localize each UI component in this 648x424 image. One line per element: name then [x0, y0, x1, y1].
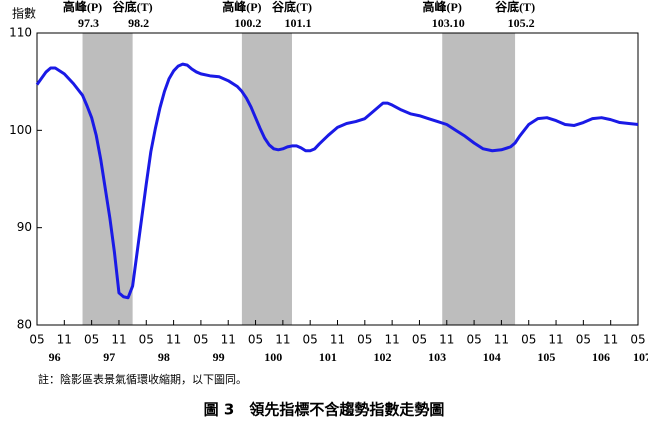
x-tick-label: 05 — [630, 333, 645, 347]
peak-label: 高峰(P) — [63, 0, 102, 14]
trough-label: 谷底(T) — [113, 0, 153, 14]
x-tick-label: 05 — [193, 333, 208, 347]
x-tick-label: 05 — [248, 333, 263, 347]
year-label: 106 — [592, 350, 610, 364]
x-tick-label: 11 — [275, 333, 290, 347]
data-line — [35, 62, 639, 300]
x-tick-label: 11 — [330, 333, 345, 347]
x-tick-label: 05 — [466, 333, 481, 347]
x-tick-label: 11 — [384, 333, 399, 347]
x-tick-label: 11 — [111, 333, 126, 347]
x-tick-label: 11 — [57, 333, 72, 347]
x-tick-label: 05 — [139, 333, 154, 347]
x-tick-label: 11 — [494, 333, 509, 347]
x-tick-label: 11 — [439, 333, 454, 347]
shaded-period — [442, 33, 516, 325]
x-tick-label: 05 — [29, 333, 44, 347]
peak-label: 高峰(P) — [423, 0, 462, 14]
x-tick-label: 05 — [357, 333, 372, 347]
x-tick-label: 11 — [166, 333, 181, 347]
x-tick-label: 05 — [521, 333, 536, 347]
year-label: 99 — [213, 350, 225, 364]
x-tick-label: 11 — [221, 333, 236, 347]
year-label: 101 — [319, 350, 337, 364]
x-tick-label: 11 — [548, 333, 563, 347]
peak-date: 97.3 — [78, 16, 99, 30]
peak-label: 高峰(P) — [222, 0, 261, 14]
y-tick-label: 80 — [17, 318, 32, 332]
year-label: 107 — [633, 350, 648, 364]
year-label: 96 — [49, 350, 61, 364]
y-tick-label: 110 — [9, 26, 32, 40]
year-label: 97 — [103, 350, 115, 364]
trough-label: 谷底(T) — [272, 0, 312, 14]
year-label: 102 — [373, 350, 391, 364]
year-label: 105 — [537, 350, 555, 364]
peak-date: 100.2 — [234, 16, 261, 30]
trough-label: 谷底(T) — [495, 0, 535, 14]
x-tick-label: 05 — [84, 333, 99, 347]
shaded-period — [82, 33, 133, 325]
year-label: 103 — [428, 350, 446, 364]
x-tick-label: 05 — [576, 333, 591, 347]
y-axis-label: 指數 — [12, 6, 36, 21]
year-label: 104 — [483, 350, 501, 364]
y-tick-label: 90 — [17, 220, 32, 234]
trough-date: 105.2 — [508, 16, 535, 30]
trough-date: 98.2 — [128, 16, 149, 30]
year-label: 98 — [158, 350, 170, 364]
chart-title: 圖 3 領先指標不含趨勢指數走勢圖 — [204, 401, 445, 419]
x-tick-label: 11 — [603, 333, 618, 347]
x-tick-label: 05 — [412, 333, 427, 347]
x-tick-label: 05 — [303, 333, 318, 347]
note: 註：陰影區表景氣循環收縮期，以下圖同。 — [38, 372, 247, 386]
year-label: 100 — [264, 350, 282, 364]
y-tick-label: 100 — [9, 123, 32, 137]
peak-date: 103.10 — [432, 16, 465, 30]
shaded-period — [241, 33, 292, 325]
trough-date: 101.1 — [284, 16, 311, 30]
